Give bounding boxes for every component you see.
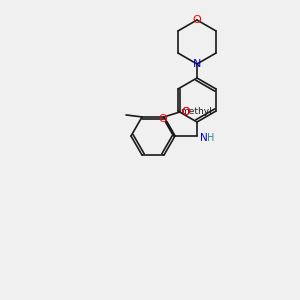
- Text: H: H: [207, 133, 215, 143]
- Text: N: N: [200, 133, 208, 143]
- Text: N: N: [193, 59, 201, 69]
- Text: O: O: [159, 114, 167, 124]
- Text: O: O: [182, 107, 190, 117]
- Text: O: O: [193, 15, 201, 25]
- Text: O: O: [181, 107, 189, 117]
- Text: methyl: methyl: [180, 107, 212, 116]
